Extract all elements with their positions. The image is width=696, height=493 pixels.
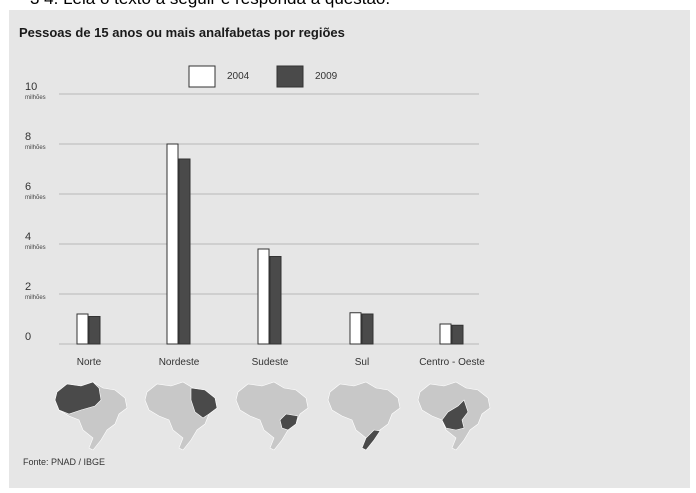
legend-swatch-2004 <box>188 65 216 88</box>
y-tick-unit: milhões <box>25 145 46 151</box>
infographic-panel: Pessoas de 15 anos ou mais analfabetas p… <box>9 10 690 488</box>
y-tick-unit: milhões <box>25 295 46 301</box>
highlighted-region <box>279 413 299 431</box>
y-tick-label: 2 <box>25 281 31 293</box>
highlighted-region <box>54 381 102 415</box>
bar-2009-nordeste <box>178 158 191 345</box>
source-note: Fonte: PNAD / IBGE <box>23 457 105 467</box>
y-tick-label: 8 <box>25 131 31 143</box>
brazil-map-sul-highlighted-icon <box>327 381 401 451</box>
y-tick-label: 6 <box>25 181 31 193</box>
legend-label-2009: 2009 <box>315 71 338 82</box>
bar-2004-norte <box>76 313 89 345</box>
y-tick-label: 10 <box>25 81 37 93</box>
brazil-outline <box>327 381 401 451</box>
gridlines <box>59 93 479 345</box>
cropped-question-text: 3 4. Leia o texto a seguir e responda à … <box>30 0 390 9</box>
bar-2009-sudeste <box>269 256 282 345</box>
y-axis-ticks: 0 2 milhões 4 milhões 6 milhões 8 milhões 10 milhõ… <box>25 81 46 343</box>
bars <box>76 143 464 345</box>
bar-2004-sudeste <box>257 248 270 345</box>
highlighted-region <box>361 429 381 451</box>
category-label: Nordeste <box>159 357 200 368</box>
y-tick-label: 4 <box>25 231 31 243</box>
category-label: Sudeste <box>252 357 289 368</box>
y-tick-unit: milhões <box>25 95 46 101</box>
category-label: Sul <box>355 357 369 368</box>
region-maps <box>54 381 491 451</box>
y-tick-unit: milhões <box>25 195 46 201</box>
highlighted-region <box>190 387 218 419</box>
y-tick-unit: milhões <box>25 245 46 251</box>
bar-2009-centro-oeste <box>451 324 464 345</box>
brazil-map-nordeste-highlighted-icon <box>144 381 218 451</box>
brazil-map-sudeste-highlighted-icon <box>235 381 309 451</box>
category-labels: Norte Nordeste Sudeste Sul Centro - Oeste <box>77 357 485 368</box>
category-label: Norte <box>77 357 102 368</box>
legend-swatch-2009 <box>276 65 304 88</box>
bar-2004-sul <box>349 312 362 345</box>
highlighted-region <box>441 399 469 431</box>
brazil-map-norte-highlighted-icon <box>54 381 128 451</box>
bar-2009-sul <box>361 313 374 345</box>
legend-label-2004: 2004 <box>227 71 250 82</box>
bar-2004-centro-oeste <box>439 323 452 345</box>
brazil-map-centro-oeste-highlighted-icon <box>417 381 491 451</box>
category-label: Centro - Oeste <box>419 357 485 368</box>
chart-title: Pessoas de 15 anos ou mais analfabetas p… <box>19 25 345 40</box>
cropped-question-header: 3 4. Leia o texto a seguir e responda à … <box>0 0 696 10</box>
bar-2009-norte <box>88 316 101 345</box>
y-tick-label: 0 <box>25 331 31 343</box>
bar-chart: Pessoas de 15 anos ou mais analfabetas p… <box>19 25 491 467</box>
legend: 2004 2009 <box>188 65 338 88</box>
bar-2004-nordeste <box>166 143 179 345</box>
